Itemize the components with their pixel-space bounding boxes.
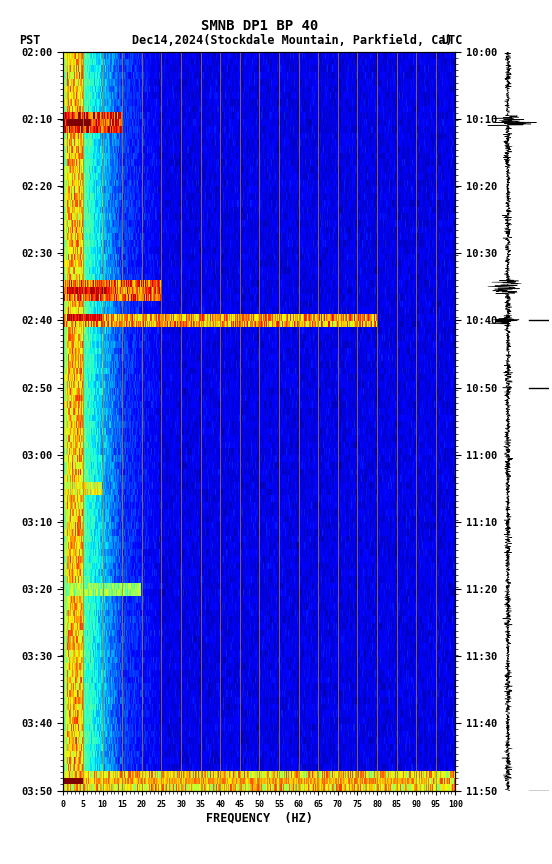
Text: UTC: UTC <box>442 34 463 47</box>
Text: PST: PST <box>19 34 41 47</box>
X-axis label: FREQUENCY  (HZ): FREQUENCY (HZ) <box>206 811 313 824</box>
Text: Dec14,2024(Stockdale Mountain, Parkfield, Ca): Dec14,2024(Stockdale Mountain, Parkfield… <box>132 34 453 47</box>
Text: SMNB DP1 BP 40: SMNB DP1 BP 40 <box>201 19 318 33</box>
